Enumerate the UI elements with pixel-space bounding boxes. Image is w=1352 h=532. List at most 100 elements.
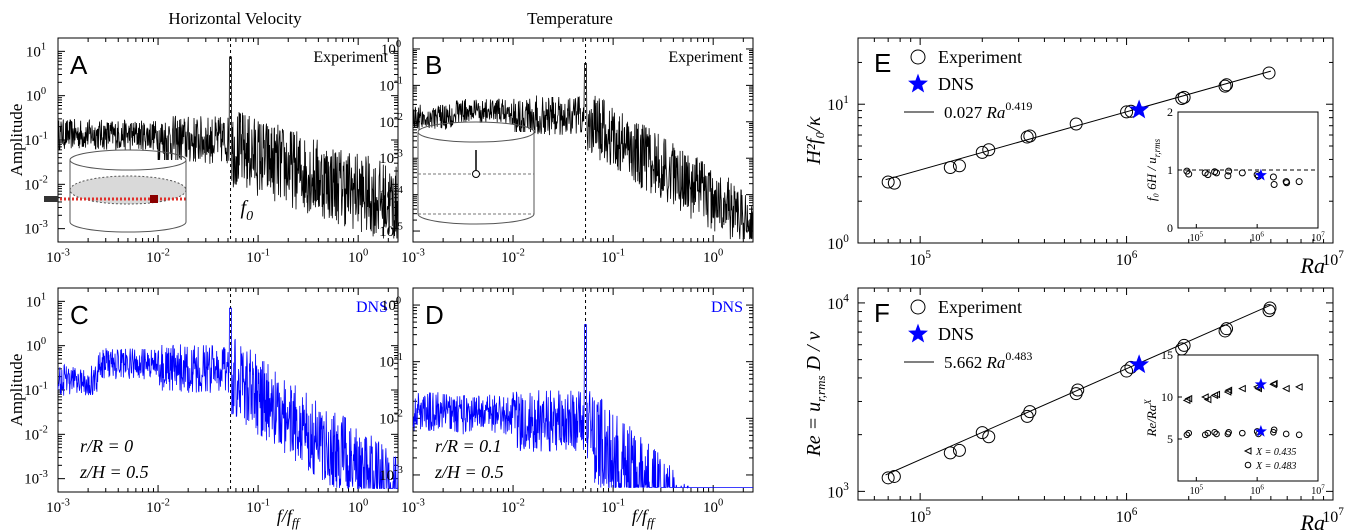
legend-experiment-marker bbox=[910, 49, 926, 65]
y-tick-label: 10-3 bbox=[379, 465, 403, 484]
panel-b: 10-3 10-2 10-1 100 10-5 10-4 10-3 10-2 10-1 100 B E… bbox=[379, 37, 754, 266]
legend-fit-label: 0.027 Ra0.419 bbox=[944, 99, 1032, 122]
column-title-temperature: Temperature bbox=[527, 9, 613, 28]
y-axis-label: Amplitude bbox=[7, 354, 26, 427]
y-tick-label: 10-2 bbox=[24, 175, 48, 194]
inset-y-label: f₀ 6H / ur,rms bbox=[1144, 138, 1162, 201]
panel-tag: Experiment bbox=[668, 49, 743, 66]
panel-tag: DNS bbox=[711, 299, 743, 316]
cylinder-side bbox=[69, 160, 187, 233]
inset-x483-point bbox=[1183, 431, 1191, 439]
cylinder-side bbox=[417, 132, 535, 225]
y-tick-label: 10-1 bbox=[24, 130, 48, 149]
legend-experiment-label: Experiment bbox=[938, 47, 1022, 67]
inset-y-tick-label: 2 bbox=[1167, 105, 1173, 119]
x-tick-label: 10-2 bbox=[146, 497, 170, 516]
y-tick-label: 101 bbox=[827, 94, 849, 114]
inset-x483-point bbox=[1211, 428, 1218, 436]
experiment-point bbox=[881, 175, 895, 189]
x-axis-label: Ra bbox=[1300, 510, 1325, 532]
inset-y-tick-label: 0 bbox=[1167, 221, 1173, 235]
param-r: r/R = 0 bbox=[80, 436, 133, 456]
x-tick-label: 10-1 bbox=[601, 247, 625, 266]
spectrum-trace bbox=[412, 324, 753, 489]
experiment-point bbox=[952, 159, 966, 173]
experiment-point bbox=[1262, 66, 1276, 80]
x-tick-label: 106 bbox=[1116, 506, 1138, 526]
y-tick-label: 103 bbox=[827, 481, 849, 501]
f0-annotation: f0 bbox=[241, 197, 254, 224]
experiment-point bbox=[1069, 117, 1083, 131]
y-tick-label: 104 bbox=[827, 293, 849, 313]
experiment-point bbox=[1220, 78, 1234, 92]
panel-tag: DNS bbox=[356, 299, 388, 316]
x-tick-label: 10-2 bbox=[501, 497, 525, 516]
legend-experiment-marker bbox=[910, 299, 926, 315]
experiment-point bbox=[982, 143, 996, 157]
y-tick-label: 10-2 bbox=[379, 409, 403, 428]
x-axis-label: f/fff bbox=[277, 506, 302, 530]
experiment-point bbox=[1177, 338, 1191, 352]
x-tick-label: 10-2 bbox=[146, 247, 170, 266]
y-tick-label: 10-1 bbox=[24, 380, 48, 399]
y-tick-label: 10-3 bbox=[24, 219, 48, 238]
x-tick-label: 10-3 bbox=[401, 497, 425, 516]
plot-frame bbox=[857, 287, 1334, 501]
inset-y-tick-label: 15 bbox=[1161, 348, 1173, 362]
inset-x-tick-label: 106 bbox=[1250, 231, 1264, 245]
spectrum-trace bbox=[57, 307, 399, 490]
y-tick-label: 100 bbox=[26, 336, 46, 355]
experiment-point bbox=[943, 446, 957, 460]
x-tick-label: 100 bbox=[703, 497, 723, 516]
legend-dns-marker bbox=[908, 323, 928, 343]
inset-x435-point bbox=[1282, 384, 1290, 393]
x-tick-label: 10-3 bbox=[46, 247, 70, 266]
param-r: r/R = 0.1 bbox=[435, 436, 502, 456]
experiment-point bbox=[982, 430, 996, 444]
panel-letter: F bbox=[874, 298, 890, 328]
inset-x435-point bbox=[1238, 384, 1246, 393]
inset-x483-point bbox=[1185, 429, 1193, 437]
inset-x-tick-label: 105 bbox=[1190, 484, 1204, 498]
y-tick-label: 10-5 bbox=[379, 221, 403, 240]
experiment-point bbox=[1220, 322, 1234, 336]
inset-x483-point bbox=[1295, 431, 1303, 439]
inset-experiment-point bbox=[1224, 172, 1232, 180]
inset-x435-point bbox=[1203, 395, 1212, 404]
panel-letter: B bbox=[425, 50, 442, 80]
x-tick-label: 100 bbox=[348, 247, 368, 266]
y-axis-label: Amplitude bbox=[7, 104, 26, 177]
plot-frame bbox=[857, 37, 1334, 244]
y-tick-label: 10-1 bbox=[379, 76, 403, 95]
inset-frame bbox=[1177, 354, 1319, 482]
inset-experiment-point bbox=[1269, 173, 1277, 181]
x-tick-label: 10-3 bbox=[401, 247, 425, 266]
inset-experiment-point bbox=[1270, 181, 1278, 188]
param-z: z/H = 0.5 bbox=[79, 462, 149, 482]
x-tick-label: 100 bbox=[703, 247, 723, 266]
experiment-point bbox=[1120, 364, 1134, 378]
inset-experiment-point bbox=[1204, 171, 1212, 179]
experiment-point bbox=[1120, 105, 1134, 119]
inset-y-label: Re/RaX bbox=[1143, 399, 1159, 438]
x-tick-label: 10-1 bbox=[246, 497, 270, 516]
x-tick-label: 106 bbox=[1116, 249, 1138, 269]
inset-x483-point bbox=[1270, 426, 1278, 434]
y-tick-label: 10-4 bbox=[379, 185, 403, 204]
inset-legend-x483-label: X = 0.483 bbox=[1255, 461, 1296, 472]
inset-x435-point bbox=[1201, 393, 1209, 401]
y-tick-label: 100 bbox=[381, 39, 401, 58]
param-z: z/H = 0.5 bbox=[434, 462, 504, 482]
experiment-point bbox=[1263, 301, 1277, 315]
y-tick-label: 10-3 bbox=[379, 148, 403, 167]
experiment-point bbox=[1175, 91, 1189, 105]
x-tick-label: 105 bbox=[909, 249, 931, 269]
inset-x435-point bbox=[1295, 383, 1303, 391]
inset-experiment-point bbox=[1185, 170, 1193, 178]
experiment-point bbox=[975, 426, 989, 440]
y-axis-label: H²f₀/κ bbox=[803, 116, 825, 166]
experiment-point bbox=[1177, 90, 1191, 104]
legend-fit-label: 5.662 Ra0.483 bbox=[944, 349, 1032, 372]
y-tick-label: 100 bbox=[381, 295, 401, 314]
